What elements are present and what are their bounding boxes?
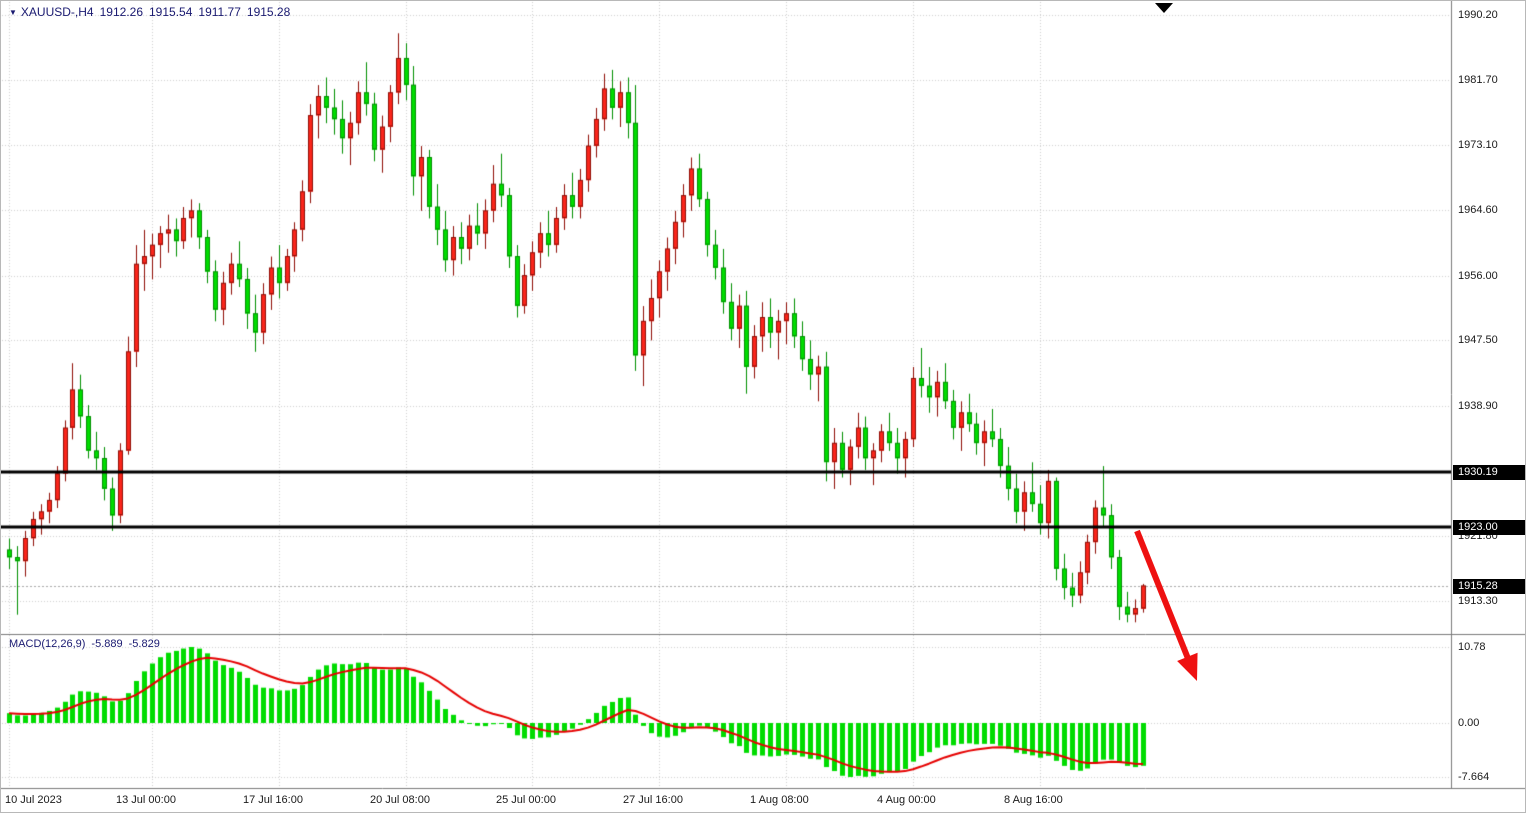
symbol-label: XAUUSD-,H4 — [20, 5, 94, 19]
quote-high: 1915.54 — [149, 5, 193, 19]
price-tick-label: 1981.70 — [1458, 73, 1498, 86]
symbol-dropdown-icon[interactable]: ▼ — [9, 8, 17, 17]
quote-open: 1912.26 — [99, 5, 143, 19]
chart-shift-marker-icon[interactable] — [1155, 3, 1173, 13]
indicator-name: MACD(12,26,9) — [9, 638, 86, 650]
price-tick-label: 1947.50 — [1458, 334, 1498, 347]
price-badge-support-line[interactable]: 1923.00 — [1453, 520, 1525, 535]
price-tick-label: 1964.60 — [1458, 204, 1498, 217]
time-tick-label: 20 Jul 08:00 — [370, 794, 430, 806]
indicator-label: MACD(12,26,9) -5.889 -5.829 — [9, 638, 166, 650]
quote-low: 1911.77 — [198, 5, 241, 19]
price-tick-label: 1990.20 — [1458, 9, 1498, 21]
time-tick-label: 4 Aug 00:00 — [877, 794, 936, 806]
indicator-main-value: -5.889 — [91, 638, 123, 650]
time-tick-label: 10 Jul 2023 — [5, 794, 62, 806]
chart-title: ▼ XAUUSD-,H4 1912.26 1915.54 1911.77 1915.28 — [9, 5, 296, 19]
indicator-tick-label: 0.00 — [1458, 717, 1480, 729]
time-tick-label: 27 Jul 16:00 — [623, 794, 683, 806]
price-tick-label: 1938.90 — [1458, 399, 1498, 412]
time-tick-label: 1 Aug 08:00 — [750, 794, 809, 806]
time-tick-label: 17 Jul 16:00 — [243, 794, 303, 806]
price-tick-label: 1973.10 — [1458, 139, 1498, 152]
indicator-tick-label: -7.664 — [1458, 771, 1490, 783]
time-tick-label: 13 Jul 00:00 — [116, 794, 176, 806]
time-tick-label: 8 Aug 16:00 — [1004, 794, 1063, 806]
price-tick-label: 1956.00 — [1458, 269, 1498, 282]
price-badge-current-price: 1915.28 — [1453, 579, 1525, 594]
indicator-signal-value: -5.829 — [128, 638, 160, 650]
quote-close: 1915.28 — [246, 5, 291, 19]
time-tick-label: 25 Jul 00:00 — [496, 794, 556, 806]
price-badge-resistance-line[interactable]: 1930.19 — [1453, 465, 1525, 480]
price-tick-label: 1913.30 — [1458, 594, 1498, 607]
indicator-tick-label: 10.78 — [1458, 641, 1486, 653]
